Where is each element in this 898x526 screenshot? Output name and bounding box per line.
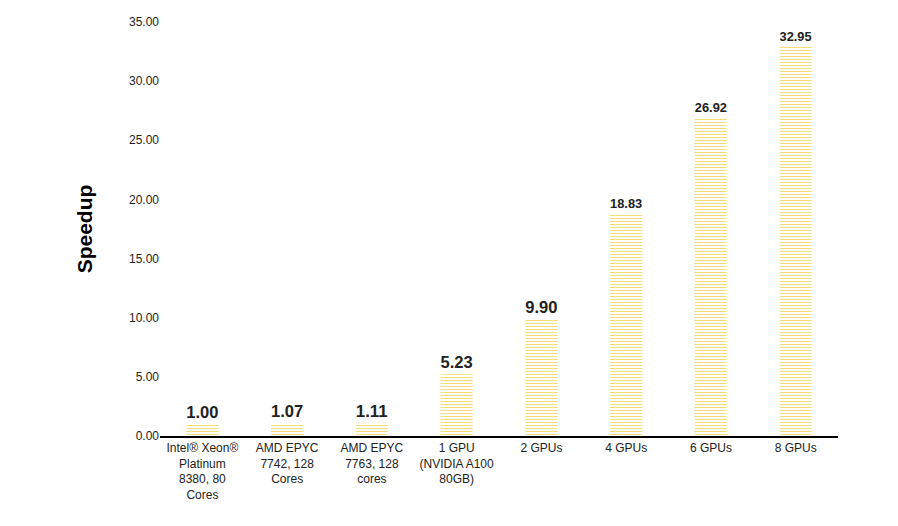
svg-text:20.00: 20.00 xyxy=(129,193,159,207)
svg-text:4 GPUs: 4 GPUs xyxy=(605,441,647,455)
svg-text:1 GPU(NVIDIA A10080GB): 1 GPU(NVIDIA A10080GB) xyxy=(420,441,494,486)
svg-text:8 GPUs: 8 GPUs xyxy=(775,441,817,455)
svg-text:AMD EPYC7763, 128cores: AMD EPYC7763, 128cores xyxy=(341,441,404,486)
svg-text:32.95: 32.95 xyxy=(780,29,812,44)
svg-text:18.83: 18.83 xyxy=(610,196,642,211)
svg-text:1.11: 1.11 xyxy=(356,402,388,421)
svg-text:5.23: 5.23 xyxy=(441,353,473,372)
svg-text:2 GPUs: 2 GPUs xyxy=(520,441,562,455)
svg-text:9.90: 9.90 xyxy=(525,298,557,317)
svg-text:Speedup: Speedup xyxy=(73,185,96,274)
svg-text:Intel® Xeon®Platinum8380, 80Co: Intel® Xeon®Platinum8380, 80Cores xyxy=(167,441,239,502)
svg-text:0.00: 0.00 xyxy=(136,429,160,443)
svg-text:5.00: 5.00 xyxy=(136,370,160,384)
svg-text:25.00: 25.00 xyxy=(129,133,159,147)
svg-text:AMD EPYC7742, 128Cores: AMD EPYC7742, 128Cores xyxy=(256,441,319,486)
svg-text:26.92: 26.92 xyxy=(695,100,727,115)
svg-text:35.00: 35.00 xyxy=(129,15,159,29)
svg-text:15.00: 15.00 xyxy=(129,252,159,266)
svg-text:6 GPUs: 6 GPUs xyxy=(690,441,732,455)
svg-text:1.07: 1.07 xyxy=(271,402,303,421)
svg-text:30.00: 30.00 xyxy=(129,74,159,88)
svg-text:10.00: 10.00 xyxy=(129,311,159,325)
svg-text:1.00: 1.00 xyxy=(186,403,218,422)
